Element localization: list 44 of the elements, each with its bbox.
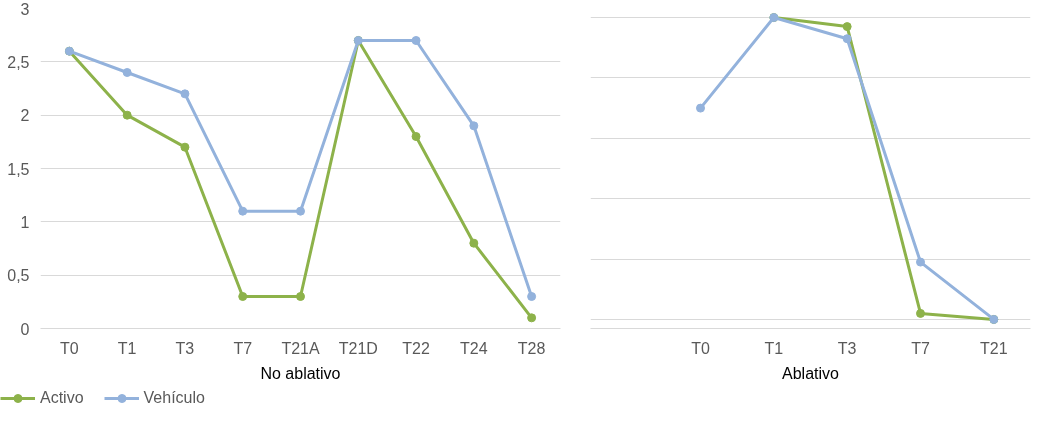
point	[696, 103, 705, 113]
y-tick-label: 0,5	[7, 267, 30, 285]
point	[180, 89, 190, 99]
y-tick-label: 3	[20, 0, 30, 18]
x-tick-label: T22	[402, 339, 430, 357]
point	[238, 292, 248, 301]
y-tick-label: 0	[20, 320, 30, 338]
legend-label: Vehículo	[143, 389, 205, 407]
x-tick-label: T1	[764, 339, 784, 357]
y-tick-label: 2	[20, 107, 30, 125]
x-tick-label: T21A	[281, 339, 320, 357]
point	[469, 121, 479, 131]
y-tick-label: 2,5	[7, 53, 30, 71]
point	[411, 36, 421, 45]
x-tick-label: T7	[911, 339, 930, 357]
x-tick-label: T0	[691, 339, 710, 357]
point	[411, 132, 421, 141]
point	[916, 257, 925, 267]
point	[296, 206, 305, 216]
x-tick-label: T28	[517, 339, 546, 357]
x-axis-title: Ablativo	[782, 364, 840, 382]
point	[916, 308, 925, 318]
x-axis-title: No ablativo	[260, 364, 341, 382]
x-tick-label: T1	[117, 339, 137, 357]
legend-label: Activo	[40, 389, 84, 407]
point	[527, 292, 537, 301]
x-tick-label: T21D	[338, 339, 378, 357]
point	[122, 68, 132, 77]
y-tick-label: 1	[20, 213, 30, 231]
point	[527, 313, 537, 323]
x-tick-label: T7	[233, 339, 253, 357]
point	[296, 292, 305, 301]
x-tick-label: T3	[837, 339, 857, 357]
y-tick-label: 1,5	[7, 160, 30, 178]
point	[842, 22, 852, 32]
point	[469, 238, 479, 248]
point	[238, 206, 248, 216]
x-tick-label: T3	[175, 339, 195, 357]
point	[842, 34, 852, 44]
x-tick-label: T0	[60, 339, 79, 357]
x-tick-label: T24	[460, 339, 488, 357]
x-tick-label: T21	[980, 339, 1008, 357]
point	[122, 110, 132, 120]
point	[180, 142, 190, 152]
